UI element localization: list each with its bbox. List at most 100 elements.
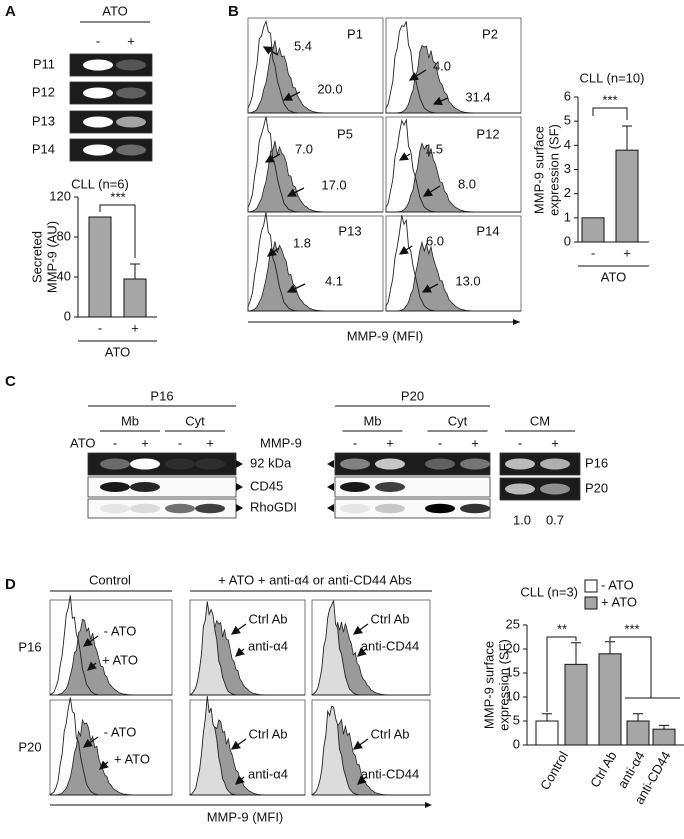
bar xyxy=(123,278,147,318)
y-axis-label: Secreted xyxy=(29,231,44,283)
y-tick-label: 5 xyxy=(564,113,571,128)
histogram-label: - ATO xyxy=(104,623,137,638)
significance-bracket xyxy=(546,636,577,712)
histogram-frame xyxy=(49,699,173,796)
y-tick-label: 0 xyxy=(564,233,571,248)
x-tick-label: - xyxy=(98,320,102,335)
legend-swatch xyxy=(584,596,598,610)
lane-label: - xyxy=(353,435,357,450)
lane-label: - xyxy=(518,435,522,450)
y-axis-label: MMP-9 surface xyxy=(481,641,496,729)
band xyxy=(100,482,130,492)
x-axis-label: ATO xyxy=(601,269,627,284)
band xyxy=(340,482,370,492)
histogram-label: Ctrl Ab xyxy=(370,726,409,741)
histogram-frame xyxy=(385,116,522,213)
band xyxy=(425,458,455,470)
band xyxy=(130,482,160,492)
marker-label: RhoGDI xyxy=(250,499,297,514)
panel-letter: B xyxy=(228,3,239,20)
error-bar xyxy=(622,125,632,151)
band xyxy=(165,458,195,470)
row-label: P20 xyxy=(585,480,608,495)
cm-label: CM xyxy=(530,413,550,428)
arrow xyxy=(398,152,411,161)
y-tick-label: 3 xyxy=(564,161,571,176)
lane-label: - xyxy=(178,435,182,450)
histogram-value: 20.0 xyxy=(317,81,342,96)
histogram-label: anti-CD44 xyxy=(361,638,420,653)
panel-letter: C xyxy=(5,373,16,390)
ratio-label: 1.0 xyxy=(513,512,531,527)
y-axis-label: expression (SF) xyxy=(496,639,511,731)
arrow xyxy=(264,153,281,163)
legend-label: + ATO xyxy=(601,594,637,609)
x-tick-label: + xyxy=(131,320,139,335)
histogram-value: 13.0 xyxy=(455,273,480,288)
band xyxy=(83,87,113,99)
fraction-label: Cyt xyxy=(185,413,205,428)
panel-letter: A xyxy=(5,3,16,20)
error-bar xyxy=(605,641,615,654)
histogram-label: P14 xyxy=(476,223,499,238)
y-axis-label: MMP-9 surface xyxy=(531,126,546,214)
arrow xyxy=(357,647,367,657)
row-label: P16 xyxy=(585,455,608,470)
histogram-value: 8.0 xyxy=(458,176,476,191)
group-label: + ATO + anti-α4 or anti-CD44 Abs xyxy=(218,572,412,587)
histogram-line xyxy=(247,116,383,213)
gel xyxy=(334,476,491,498)
histogram-line xyxy=(247,212,383,312)
arrow xyxy=(422,185,441,197)
x-axis-label: MMP-9 (MFI) xyxy=(347,328,424,343)
histogram-value: 4.1 xyxy=(325,273,343,288)
x-tick-label: - xyxy=(591,245,595,260)
histogram-line xyxy=(311,705,430,796)
row-label: P20 xyxy=(18,739,41,754)
lane-label: + xyxy=(551,435,559,450)
error-bar xyxy=(571,642,581,665)
band xyxy=(195,458,225,470)
lane-label: + xyxy=(141,435,149,450)
legend-swatch xyxy=(584,579,598,593)
arrow xyxy=(230,738,247,750)
arrow xyxy=(262,46,279,56)
chart-title: CLL (n=10) xyxy=(580,70,645,85)
significance-label: ** xyxy=(557,621,567,636)
histogram-label: + ATO xyxy=(102,652,138,667)
lane-label: - xyxy=(96,33,100,48)
row-label: P13 xyxy=(32,113,55,128)
histogram-value: 17.0 xyxy=(321,177,346,192)
histogram-label: P1 xyxy=(347,26,363,41)
histogram-value: 1.8 xyxy=(293,235,311,250)
histogram-label: - ATO xyxy=(104,724,137,739)
error-bar xyxy=(659,724,669,730)
histogram-frame xyxy=(385,17,522,114)
arrow xyxy=(266,247,280,257)
lane-label: + xyxy=(386,435,394,450)
histogram-line xyxy=(311,600,430,696)
histogram-value: 6.0 xyxy=(426,233,444,248)
significance-bracket xyxy=(592,107,628,120)
histogram-label: P2 xyxy=(482,26,498,41)
y-tick-label: 10 xyxy=(506,688,520,703)
histogram-label: anti-CD44 xyxy=(361,766,420,781)
band xyxy=(340,503,370,514)
row-label: P11 xyxy=(33,56,55,71)
group-label: ATO xyxy=(102,3,128,18)
bar xyxy=(652,728,676,746)
axis-arrow xyxy=(513,319,520,325)
y-tick-label: 40 xyxy=(57,268,71,283)
arrow xyxy=(408,69,427,81)
histogram-label: anti-α4 xyxy=(248,766,288,781)
histogram-value: 4.0 xyxy=(433,58,451,73)
pointer xyxy=(236,460,243,468)
arrow xyxy=(286,283,306,293)
arrow xyxy=(82,635,99,647)
panel-letter: D xyxy=(5,576,16,593)
y-tick-label: 1 xyxy=(564,209,571,224)
band xyxy=(195,503,225,514)
arrow xyxy=(82,736,99,748)
x-tick-label: Control xyxy=(537,749,571,793)
band xyxy=(375,503,405,514)
